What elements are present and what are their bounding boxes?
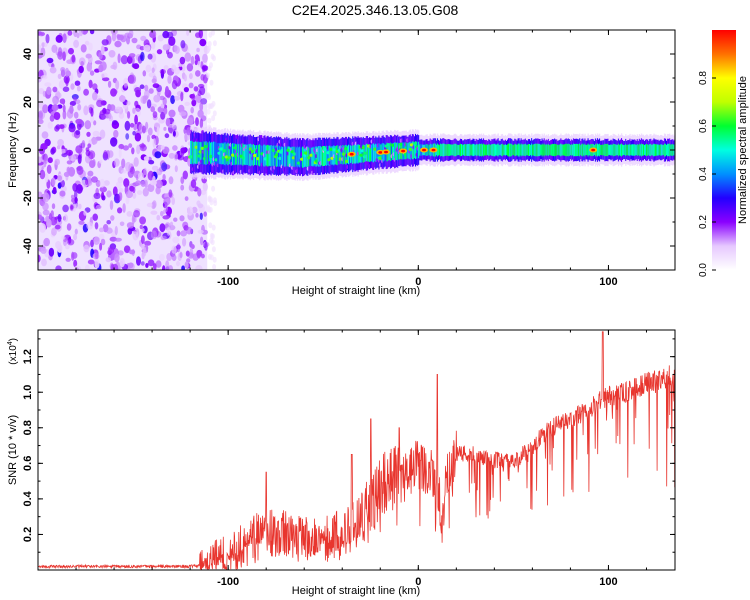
colorbar-label: Normalized spectral amplitude bbox=[737, 76, 749, 224]
spectrogram-x-tick-label: 100 bbox=[599, 276, 617, 288]
chart-title: C2E4.2025.346.13.05.G08 bbox=[291, 2, 459, 18]
snr-y-tick-label: 1.2 bbox=[22, 349, 34, 364]
spectrogram-y-tick-label: 20 bbox=[22, 96, 34, 108]
colorbar: 0.0 0.2 0.4 0.6 0.8 Normalized spectral ampl… bbox=[698, 30, 749, 277]
colorbar-tick-label: 0.4 bbox=[698, 167, 709, 181]
snr-x-tick-label: 100 bbox=[599, 576, 617, 588]
snr-y-tick-label: 0.2 bbox=[22, 527, 34, 542]
snr-x-tick-label: 0 bbox=[415, 576, 421, 588]
snr-x-axis-label: Height of straight line (km) bbox=[292, 585, 420, 597]
colorbar-tick-label: 0.6 bbox=[698, 119, 709, 133]
colorbar-tick-label: 0.0 bbox=[698, 263, 709, 277]
spectrogram-panel: -100 0 100 -40 -20 0 20 40 Height of straight … bbox=[7, 29, 676, 297]
spectrogram-x-tick-label: 0 bbox=[415, 276, 421, 288]
spectrogram-y-tick-label: -20 bbox=[22, 190, 34, 206]
snr-y-axis-label: SNR (10 * v/v) bbox=[7, 415, 19, 485]
spectrogram-y-tick-label: 40 bbox=[22, 48, 34, 60]
snr-scale-label: (x104) bbox=[7, 338, 19, 365]
snr-frame bbox=[37, 329, 676, 571]
colorbar-tick-label: 0.8 bbox=[698, 71, 709, 85]
snr-y-tick-label: 0.8 bbox=[22, 420, 34, 435]
snr-line-series bbox=[38, 331, 675, 570]
spectrogram-x-axis-label: Height of straight line (km) bbox=[292, 285, 420, 297]
spectrogram-peaks bbox=[347, 147, 598, 157]
spectrogram-y-tick-label: 0 bbox=[22, 147, 34, 153]
snr-y-tick-label: 0.6 bbox=[22, 456, 34, 471]
snr-panel: -100 0 100 0.2 0.4 0.6 0.8 1.0 1.2 Height of st… bbox=[7, 329, 676, 597]
colorbar-gradient bbox=[712, 30, 736, 270]
spectrogram-y-tick-label: -40 bbox=[22, 238, 34, 254]
colorbar-tick-label: 0.2 bbox=[698, 215, 709, 229]
snr-x-tick-label: -100 bbox=[217, 576, 239, 588]
spectrogram-noise-region bbox=[38, 30, 218, 270]
spectrogram-x-tick-label: -100 bbox=[217, 276, 239, 288]
snr-y-tick-label: 1.0 bbox=[22, 385, 34, 400]
spectrogram-y-axis-label: Frequency (Hz) bbox=[7, 112, 19, 188]
snr-y-tick-label: 0.4 bbox=[22, 490, 34, 506]
